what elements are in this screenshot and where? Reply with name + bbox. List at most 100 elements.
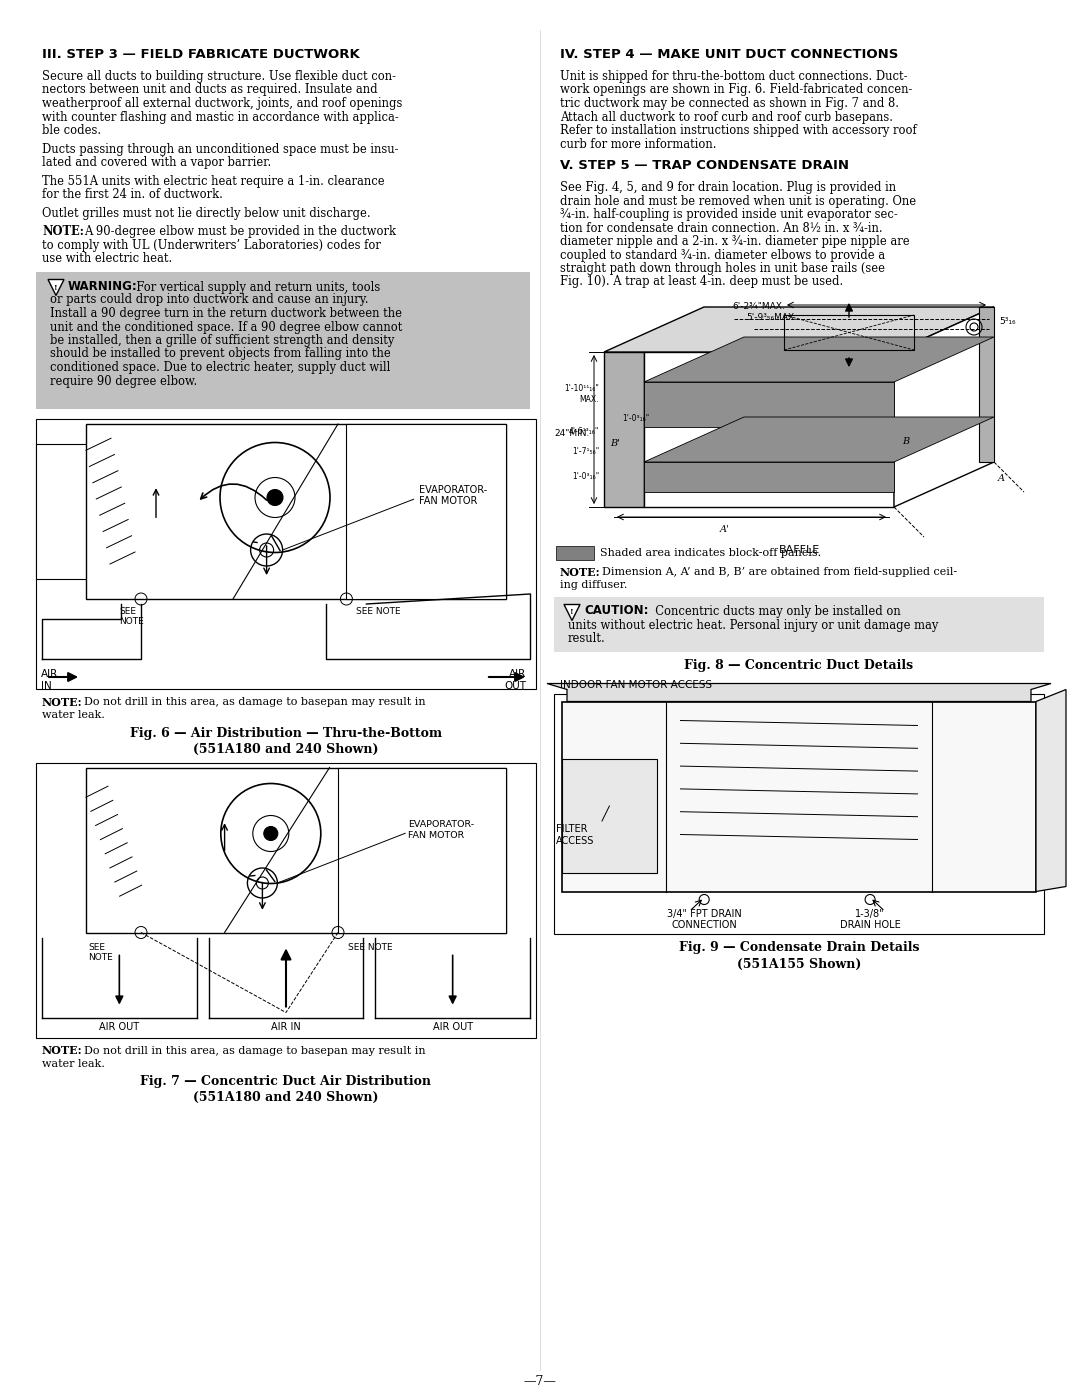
Text: be installed, then a grille of sufficient strength and density: be installed, then a grille of sufficien… — [50, 334, 394, 346]
Polygon shape — [36, 444, 91, 578]
Bar — [338, 767, 507, 933]
Text: NOTE:: NOTE: — [42, 225, 84, 237]
Text: Dimension A, A’ and B, B’ are obtained from field-supplied ceil-: Dimension A, A’ and B, B’ are obtained f… — [602, 567, 957, 577]
Polygon shape — [604, 307, 994, 352]
Text: III. STEP 3 — FIELD FABRICATE DUCTWORK: III. STEP 3 — FIELD FABRICATE DUCTWORK — [42, 47, 360, 61]
Text: Ducts passing through an unconditioned space must be insu-: Ducts passing through an unconditioned s… — [42, 142, 399, 155]
Text: Fig. 7 — Concentric Duct Air Distribution: Fig. 7 — Concentric Duct Air Distributio… — [140, 1076, 432, 1088]
Bar — [36, 763, 536, 1038]
Text: water leak.: water leak. — [42, 711, 105, 721]
Polygon shape — [644, 337, 994, 381]
Text: Attach all ductwork to roof curb and roof curb basepans.: Attach all ductwork to roof curb and roo… — [561, 110, 893, 123]
Text: FILTER
ACCESS: FILTER ACCESS — [556, 824, 594, 845]
Text: unit and the conditioned space. If a 90 degree elbow cannot: unit and the conditioned space. If a 90 … — [50, 320, 403, 334]
Text: (551A180 and 240 Shown): (551A180 and 240 Shown) — [193, 742, 379, 756]
Text: 4'-6¹³₁₆": 4'-6¹³₁₆" — [569, 427, 599, 436]
Text: tric ductwork may be connected as shown in Fig. 7 and 8.: tric ductwork may be connected as shown … — [561, 96, 899, 110]
Text: for the first 24 in. of ductwork.: for the first 24 in. of ductwork. — [42, 189, 222, 201]
Bar — [562, 701, 1036, 891]
Bar — [554, 693, 1044, 933]
Text: curb for more information.: curb for more information. — [561, 137, 716, 151]
Text: should be installed to prevent objects from falling into the: should be installed to prevent objects f… — [50, 348, 391, 360]
Text: EVAPORATOR-: EVAPORATOR- — [408, 820, 474, 830]
Text: INDOOR FAN MOTOR ACCESS: INDOOR FAN MOTOR ACCESS — [561, 679, 712, 690]
Text: Fig. 9 — Condensate Drain Details: Fig. 9 — Condensate Drain Details — [678, 942, 919, 954]
Text: EVAPORATOR-: EVAPORATOR- — [419, 485, 487, 496]
Text: FAN MOTOR: FAN MOTOR — [408, 831, 464, 841]
Text: straight path down through holes in unit base rails (see: straight path down through holes in unit… — [561, 263, 885, 275]
Bar — [556, 546, 594, 560]
Text: 1'-0³₁₆": 1'-0³₁₆" — [571, 472, 599, 481]
Text: AIR
OUT: AIR OUT — [504, 669, 526, 690]
Text: The 551A units with electric heat require a 1-in. clearance: The 551A units with electric heat requir… — [42, 175, 384, 187]
Text: !: ! — [570, 609, 573, 616]
Bar — [36, 271, 530, 409]
Text: !: ! — [54, 284, 58, 292]
Text: require 90 degree elbow.: require 90 degree elbow. — [50, 374, 198, 387]
Text: or parts could drop into ductwork and cause an injury.: or parts could drop into ductwork and ca… — [50, 293, 368, 306]
Text: Shaded area indicates block-off panels.: Shaded area indicates block-off panels. — [600, 548, 821, 557]
Text: SEE NOTE: SEE NOTE — [348, 943, 393, 951]
Text: Unit is shipped for thru-the-bottom duct connections. Duct-: Unit is shipped for thru-the-bottom duct… — [561, 70, 907, 82]
Bar — [36, 419, 536, 689]
Polygon shape — [564, 605, 580, 620]
Text: SEE NOTE: SEE NOTE — [356, 608, 401, 616]
Bar — [86, 425, 507, 599]
Text: conditioned space. Due to electric heater, supply duct will: conditioned space. Due to electric heate… — [50, 360, 390, 374]
Polygon shape — [644, 416, 994, 462]
Text: NOTE:: NOTE: — [561, 567, 600, 578]
Text: FAN MOTOR: FAN MOTOR — [419, 496, 477, 506]
Text: AIR
IN: AIR IN — [41, 669, 58, 690]
Text: nectors between unit and ducts as required. Insulate and: nectors between unit and ducts as requir… — [42, 84, 378, 96]
Text: 5³₁₆: 5³₁₆ — [999, 317, 1015, 326]
Text: 1-3/8"
DRAIN HOLE: 1-3/8" DRAIN HOLE — [840, 908, 901, 930]
Text: coupled to standard ¾-in. diameter elbows to provide a: coupled to standard ¾-in. diameter elbow… — [561, 249, 886, 261]
Text: lated and covered with a vapor barrier.: lated and covered with a vapor barrier. — [42, 156, 271, 169]
Text: MAX.: MAX. — [580, 395, 599, 404]
Text: IV. STEP 4 — MAKE UNIT DUCT CONNECTIONS: IV. STEP 4 — MAKE UNIT DUCT CONNECTIONS — [561, 47, 899, 61]
Text: (551A180 and 240 Shown): (551A180 and 240 Shown) — [193, 1091, 379, 1104]
Bar — [562, 759, 657, 873]
Text: to comply with UL (Underwriters’ Laboratories) codes for: to comply with UL (Underwriters’ Laborat… — [42, 239, 381, 251]
Polygon shape — [894, 307, 994, 507]
Text: with counter flashing and mastic in accordance with applica-: with counter flashing and mastic in acco… — [42, 110, 399, 123]
Text: A 90-degree elbow must be provided in the ductwork: A 90-degree elbow must be provided in th… — [84, 225, 396, 237]
Text: CAUTION:: CAUTION: — [584, 605, 648, 617]
Text: work openings are shown in Fig. 6. Field-fabricated concen-: work openings are shown in Fig. 6. Field… — [561, 84, 913, 96]
Text: weatherproof all external ductwork, joints, and roof openings: weatherproof all external ductwork, join… — [42, 96, 403, 110]
Text: AIR OUT: AIR OUT — [433, 1023, 473, 1032]
Text: SEE
NOTE: SEE NOTE — [87, 943, 112, 963]
Text: Do not drill in this area, as damage to basepan may result in: Do not drill in this area, as damage to … — [84, 1045, 426, 1056]
Bar — [347, 425, 507, 599]
Text: 1'-10¹¹₁₆": 1'-10¹¹₁₆" — [564, 384, 599, 393]
Polygon shape — [1036, 690, 1066, 891]
Text: Do not drill in this area, as damage to basepan may result in: Do not drill in this area, as damage to … — [84, 697, 426, 707]
Text: NOTE:: NOTE: — [42, 1045, 83, 1056]
Text: —7—: —7— — [524, 1375, 556, 1389]
Bar — [554, 597, 1044, 651]
Text: Fig. 8 — Concentric Duct Details: Fig. 8 — Concentric Duct Details — [685, 659, 914, 672]
Polygon shape — [644, 381, 894, 427]
Polygon shape — [48, 279, 64, 296]
Text: result.: result. — [568, 633, 606, 645]
Text: Fig. 10). A trap at least 4-in. deep must be used.: Fig. 10). A trap at least 4-in. deep mus… — [561, 275, 843, 289]
Text: See Fig. 4, 5, and 9 for drain location. Plug is provided in: See Fig. 4, 5, and 9 for drain location.… — [561, 182, 896, 194]
Text: units without electric heat. Personal injury or unit damage may: units without electric heat. Personal in… — [568, 619, 939, 631]
Polygon shape — [546, 683, 1051, 701]
Text: Concentric ducts may only be installed on: Concentric ducts may only be installed o… — [648, 605, 901, 617]
Text: 24"MIN.: 24"MIN. — [554, 429, 590, 439]
Text: Install a 90 degree turn in the return ductwork between the: Install a 90 degree turn in the return d… — [50, 307, 402, 320]
Text: Refer to installation instructions shipped with accessory roof: Refer to installation instructions shipp… — [561, 124, 917, 137]
Text: AIR OUT: AIR OUT — [99, 1023, 139, 1032]
Text: diameter nipple and a 2-in. x ¾-in. diameter pipe nipple are: diameter nipple and a 2-in. x ¾-in. diam… — [561, 235, 909, 249]
Text: V. STEP 5 — TRAP CONDENSATE DRAIN: V. STEP 5 — TRAP CONDENSATE DRAIN — [561, 159, 849, 172]
Polygon shape — [978, 307, 994, 462]
Text: use with electric heat.: use with electric heat. — [42, 251, 172, 265]
Text: water leak.: water leak. — [42, 1059, 105, 1069]
Text: 1'-0³₁₆": 1'-0³₁₆" — [622, 414, 649, 423]
Text: SEE
NOTE: SEE NOTE — [119, 608, 144, 626]
Text: B': B' — [610, 439, 620, 448]
Text: Secure all ducts to building structure. Use flexible duct con-: Secure all ducts to building structure. … — [42, 70, 396, 82]
Text: 6'-2¾"MAX.: 6'-2¾"MAX. — [732, 302, 785, 312]
Text: A': A' — [720, 525, 730, 534]
